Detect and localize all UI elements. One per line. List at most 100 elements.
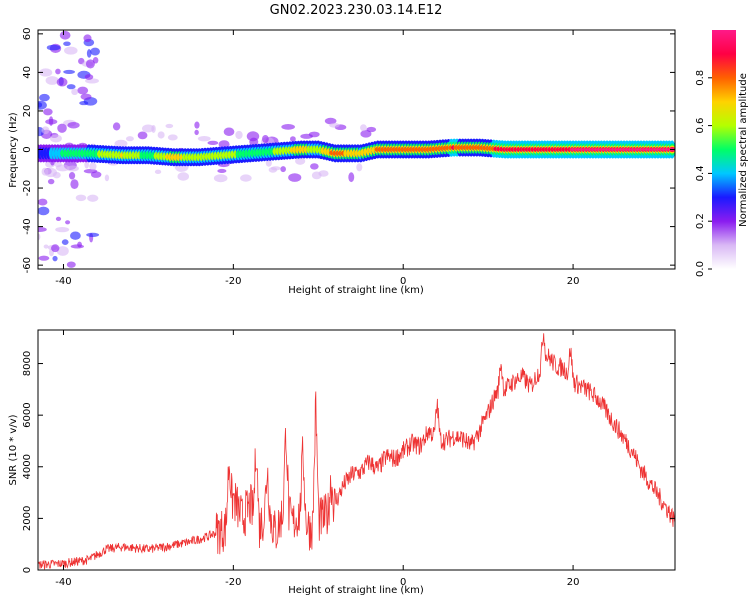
heatmap-cell [207,140,219,146]
heatmap-cell [310,163,319,170]
heatmap-cell [366,126,377,133]
heatmap-cell [66,165,79,172]
x-tick-label: -20 [225,577,241,588]
heatmap-cell [63,69,76,74]
heatmap-cell [47,178,55,185]
heatmap-cell [75,194,87,202]
heatmap-cell [329,122,340,128]
heatmap-marks [38,30,675,268]
heatmap-cell [70,244,84,249]
heatmap-cell [38,255,50,261]
colorbar-ticks: 0.0 0.2 0.4 0.6 0.8 [695,70,712,277]
heatmap-cell [90,47,100,56]
heatmap-cell [87,194,99,202]
heatmap-cell [70,231,81,240]
y-tick-label: 0 [22,567,33,573]
heatmap-cell [86,49,92,58]
heatmap-cell [39,93,50,102]
heatmap-cell [67,121,80,129]
spectrogram-panel: -40 -20 0 20 -60 -40 -20 0 20 40 60 Height of stra… [8,27,676,296]
heatmap-cell [63,41,71,46]
heatmap-cell [56,77,68,87]
heatmap-cell [194,121,200,129]
x-tick-label: 20 [567,577,580,588]
heatmap-cell [41,167,49,176]
colorbar-tick-label: 0.8 [695,70,706,86]
heatmap-cell [311,171,322,180]
heatmap-cell [288,173,302,182]
heatmap-cell [80,93,92,100]
spectrogram-y-label: Frequency (Hz) [8,112,19,188]
spectrogram-x-label: Height of straight line (km) [288,285,424,296]
heatmap-cell [89,162,97,171]
heatmap-cell [154,169,162,174]
snr-x-label: Height of straight line (km) [288,585,424,596]
heatmap-cell [90,171,102,178]
heatmap-cell [51,244,60,253]
snr-frame [37,329,676,571]
heatmap-cell [262,134,269,144]
heatmap-cell [223,127,235,136]
heatmap-cell [141,124,155,133]
colorbar-tick-label: 0.6 [695,118,706,134]
heatmap-cell [213,174,228,183]
heatmap-cell [45,76,59,85]
heatmap-cell [157,131,165,139]
heatmap-cell [281,124,295,130]
heatmap-cell [77,86,89,95]
heatmap-cell [84,74,94,80]
heatmap-cell [64,46,78,55]
heatmap-cell [41,126,50,135]
colorbar-gradient [712,30,736,269]
heatmap-cell [59,30,71,40]
x-tick-label: -40 [55,577,71,588]
heatmap-cell [71,88,79,96]
x-tick-label: -20 [225,276,241,287]
heatmap-cell [55,226,70,233]
y-tick-label: 2000 [22,506,33,531]
heatmap-cell [65,220,71,225]
colorbar-tick-label: 0.2 [695,213,706,229]
heatmap-cell [177,172,190,181]
y-tick-label: 6000 [22,402,33,427]
heatmap-cell [265,159,272,167]
heatmap-cell [289,136,296,142]
heatmap-cell [83,34,92,43]
heatmap-cell [56,246,69,256]
heatmap-cell [38,227,47,232]
heatmap-cell [92,57,99,64]
y-tick-label: 0 [22,146,33,152]
heatmap-cell [194,129,199,136]
heatmap-cell [197,135,211,142]
x-tick-label: 0 [400,276,406,287]
heatmap-cell [112,122,121,131]
heatmap-cell [68,172,76,180]
heatmap-cell [66,84,76,90]
heatmap-cell [308,131,320,138]
heatmap-cell [360,130,372,138]
heatmap-cell [66,261,76,268]
colorbar-label: Normalized spectral amplitude [738,73,749,227]
heatmap-cell [70,179,79,190]
snr-panel: -40 -20 0 20 0 2000 4000 6000 8000 Height of str… [8,329,676,596]
heatmap-cell [43,108,53,116]
heatmap-cell [240,174,252,182]
y-tick-label: -20 [22,180,33,196]
heatmap-cell [84,160,90,169]
heatmap-cell [246,131,260,142]
heatmap-cell [280,166,286,173]
heatmap-cell [52,171,61,179]
heatmap-cell [38,206,50,216]
snr-ticks: -40 -20 0 20 0 2000 4000 6000 8000 [22,330,675,588]
heatmap-cell [85,59,95,69]
heatmap-cell [235,130,243,140]
heatmap-cell [125,136,134,142]
heatmap-cell [49,134,62,143]
colorbar: 0.0 0.2 0.4 0.6 0.8 Normalized spectral ampl… [695,30,749,277]
heatmap-cell [52,255,58,262]
x-tick-label: 0 [400,577,406,588]
heatmap-cell [38,198,48,206]
figure-title: GN02.2023.230.03.14.E12 [270,3,443,18]
heatmap-cell [114,139,128,148]
